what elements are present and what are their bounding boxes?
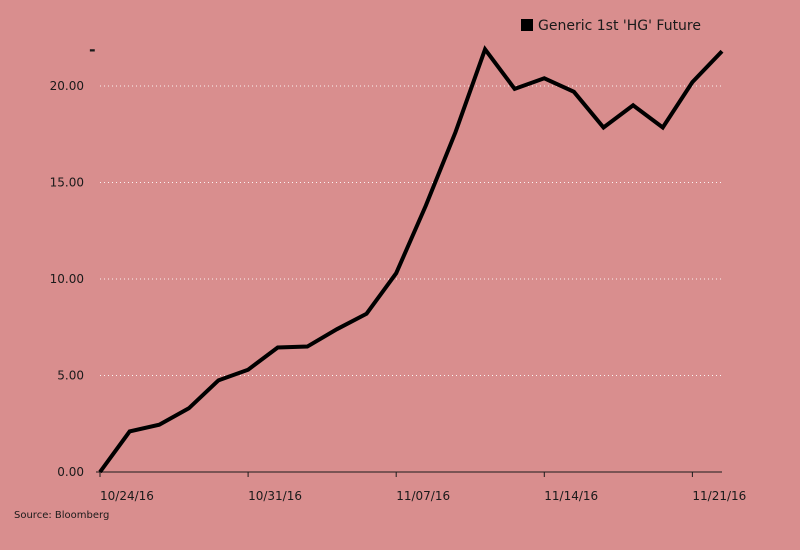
x-tick-label: 11/07/16	[396, 489, 450, 503]
legend-label: Generic 1st 'HG' Future	[538, 18, 701, 34]
legend-swatch	[521, 19, 533, 31]
y-tick-label: 15.00	[50, 176, 84, 190]
x-tick-label: 10/31/16	[248, 489, 302, 503]
x-tick-label: 10/24/16	[100, 489, 154, 503]
y-tick-label: 10.00	[50, 272, 84, 286]
x-tick-label: 11/14/16	[544, 489, 598, 503]
y-tick-label: 0.00	[57, 465, 84, 479]
series-line	[98, 45, 724, 474]
top-marker: -	[89, 40, 96, 59]
source-note: Source: Bloomberg	[14, 510, 110, 521]
x-tick-label: 11/21/16	[692, 489, 746, 503]
y-tick-label: 20.00	[50, 79, 84, 93]
y-tick-label: 5.00	[57, 369, 84, 383]
